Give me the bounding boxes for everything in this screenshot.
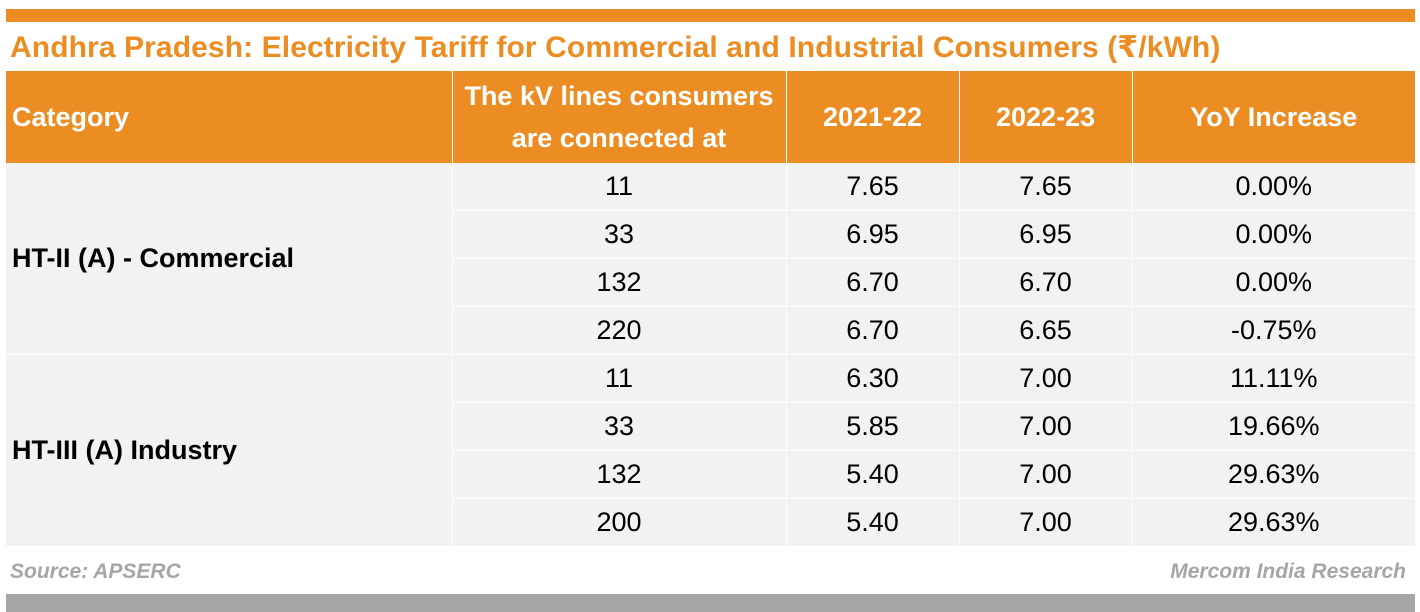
yoy-cell: 11.11%	[1132, 354, 1415, 403]
tariff-2021-cell: 5.40	[786, 498, 960, 547]
yoy-cell: 19.66%	[1132, 402, 1415, 451]
table-row: 33 6.95 6.95 0.00%	[6, 210, 1415, 259]
kv-cell: 33	[452, 210, 787, 259]
table-row: 33 5.85 7.00 19.66%	[6, 402, 1415, 451]
tariff-2022-cell: 7.00	[959, 450, 1133, 499]
tariff-2021-cell: 5.85	[786, 402, 960, 451]
table-row: HT-III (A) Industry 11 6.30 7.00 11.11%	[6, 354, 1415, 547]
yoy-cell: -0.75%	[1132, 306, 1415, 355]
tariff-2021-cell: 7.65	[786, 163, 960, 211]
page-title: Andhra Pradesh: Electricity Tariff for C…	[10, 31, 1221, 64]
tariff-2021-cell: 6.70	[786, 306, 960, 355]
header-kv-line2: are connected at	[511, 123, 727, 153]
kv-cell: 11	[452, 163, 787, 211]
table-row: 200 5.40 7.00 29.63%	[6, 498, 1415, 547]
tariff-2021-cell: 5.40	[786, 450, 960, 499]
table-row: 132 6.70 6.70 0.00%	[6, 258, 1415, 307]
header-category: Category	[6, 71, 453, 163]
table-header-row: Category The kV lines consumers are conn…	[6, 71, 1415, 163]
kv-cell: 220	[452, 306, 787, 355]
yoy-cell: 0.00%	[1132, 163, 1415, 211]
top-accent-bar	[6, 9, 1415, 22]
source-note: Source: APSERC	[10, 560, 181, 583]
kv-cell: 11	[452, 354, 787, 403]
tariff-2022-cell: 7.00	[959, 354, 1133, 403]
tariff-2022-cell: 6.95	[959, 210, 1133, 259]
category-cell-commercial: HT-II (A) - Commercial	[6, 163, 453, 355]
table-row: 220 6.70 6.65 -0.75%	[6, 306, 1415, 355]
header-2022-23: 2022-23	[959, 71, 1133, 163]
tariff-table: Category The kV lines consumers are conn…	[6, 71, 1415, 547]
table-row: 132 5.40 7.00 29.63%	[6, 450, 1415, 499]
kv-cell: 200	[452, 498, 787, 547]
tariff-2022-cell: 7.00	[959, 498, 1133, 547]
yoy-cell: 29.63%	[1132, 498, 1415, 547]
kv-cell: 33	[452, 402, 787, 451]
tariff-2021-cell: 6.95	[786, 210, 960, 259]
header-kv-lines: The kV lines consumers are connected at	[452, 71, 787, 163]
yoy-cell: 0.00%	[1132, 210, 1415, 259]
kv-cell: 132	[452, 450, 787, 499]
credit-note: Mercom India Research	[1170, 560, 1406, 583]
yoy-cell: 29.63%	[1132, 450, 1415, 499]
tariff-2022-cell: 7.65	[959, 163, 1133, 211]
tariff-2022-cell: 6.70	[959, 258, 1133, 307]
header-2021-22: 2021-22	[786, 71, 960, 163]
bottom-gray-bar	[6, 594, 1415, 612]
yoy-cell: 0.00%	[1132, 258, 1415, 307]
kv-cell: 132	[452, 258, 787, 307]
category-cell-industry: HT-III (A) Industry	[6, 354, 453, 547]
table-row: HT-II (A) - Commercial 11 7.65 7.65 0.00…	[6, 163, 1415, 355]
header-kv-line1: The kV lines consumers	[464, 81, 774, 111]
tariff-2022-cell: 6.65	[959, 306, 1133, 355]
header-yoy-increase: YoY Increase	[1132, 71, 1415, 163]
tariff-2021-cell: 6.30	[786, 354, 960, 403]
tariff-2021-cell: 6.70	[786, 258, 960, 307]
tariff-2022-cell: 7.00	[959, 402, 1133, 451]
